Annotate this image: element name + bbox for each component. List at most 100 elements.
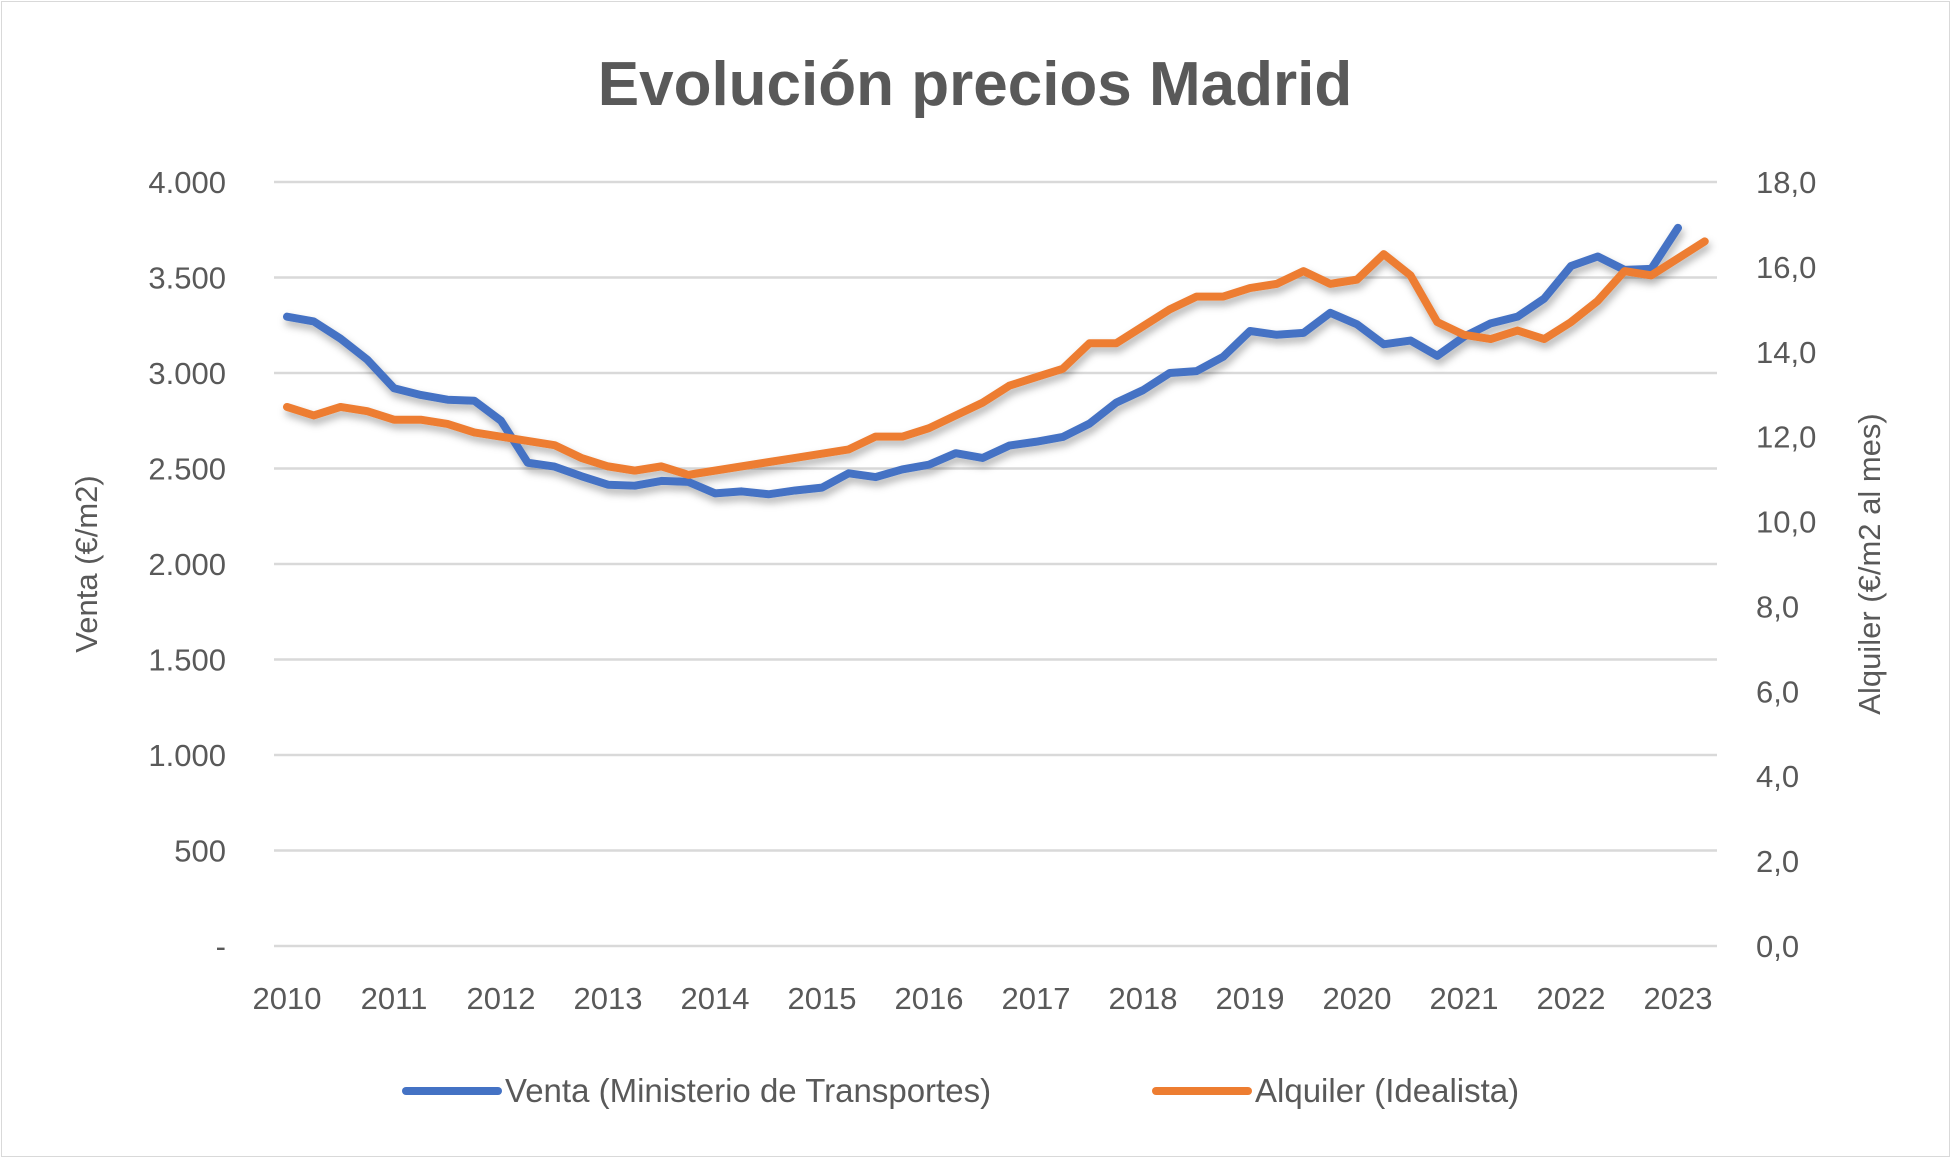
data-point xyxy=(1517,330,1518,332)
data-point xyxy=(393,419,395,421)
data-point xyxy=(366,359,368,361)
data-point xyxy=(1062,436,1064,438)
data-point xyxy=(554,444,555,446)
data-point xyxy=(901,468,903,470)
data-point xyxy=(1677,257,1679,259)
data-point xyxy=(447,423,448,425)
data-point xyxy=(500,420,502,422)
data-point xyxy=(473,431,475,433)
data-point xyxy=(1329,312,1331,314)
data-point xyxy=(607,465,609,467)
data-point xyxy=(1303,332,1304,334)
data-point xyxy=(1196,296,1197,298)
y-right-tick-label: 12,0 xyxy=(1756,420,1816,455)
data-point xyxy=(821,453,823,455)
data-point xyxy=(1543,298,1545,300)
y-left-tick-label: 1.500 xyxy=(148,643,226,678)
data-point xyxy=(1142,389,1144,391)
data-point xyxy=(607,484,609,486)
legend-label-venta: Venta (Ministerio de Transportes) xyxy=(505,1072,991,1109)
data-point xyxy=(1704,240,1706,242)
data-point xyxy=(1115,402,1117,404)
y-left-tick-label: 500 xyxy=(174,834,226,869)
data-point xyxy=(741,465,743,467)
chart-title: Evolución precios Madrid xyxy=(598,50,1352,119)
data-point xyxy=(1196,370,1197,372)
x-tick-label: 2017 xyxy=(1002,981,1071,1016)
data-point xyxy=(768,493,769,495)
data-point xyxy=(1089,342,1090,344)
data-point xyxy=(473,400,475,402)
data-point xyxy=(1008,385,1010,387)
legend: Venta (Ministerio de Transportes) Alquil… xyxy=(402,1072,1519,1109)
y-left-tick-label: 3.000 xyxy=(148,356,226,391)
data-point xyxy=(1169,372,1171,374)
data-point xyxy=(634,485,636,487)
x-tick-label: 2023 xyxy=(1644,981,1713,1016)
data-point xyxy=(1008,445,1010,447)
data-point xyxy=(1276,334,1278,336)
x-tick-label: 2021 xyxy=(1430,981,1499,1016)
data-point xyxy=(634,470,636,472)
data-point xyxy=(928,427,930,429)
data-point xyxy=(714,492,716,494)
data-point xyxy=(1410,340,1411,342)
y-left-tick-label: - xyxy=(216,929,226,964)
data-point xyxy=(1677,227,1679,229)
data-point xyxy=(982,402,983,404)
data-point xyxy=(687,474,689,476)
data-point xyxy=(313,320,315,322)
data-point xyxy=(848,448,850,450)
data-point xyxy=(340,338,341,340)
data-point xyxy=(340,406,341,408)
data-point xyxy=(928,464,930,466)
data-point xyxy=(955,452,957,454)
series-line-0 xyxy=(283,223,1682,499)
data-point xyxy=(848,472,850,474)
data-point xyxy=(687,481,689,483)
x-tick-label: 2012 xyxy=(467,981,536,1016)
legend-label-alquiler: Alquiler (Idealista) xyxy=(1255,1072,1519,1109)
data-point xyxy=(1436,355,1438,357)
data-point xyxy=(1035,441,1037,443)
data-point xyxy=(1276,283,1278,285)
data-point xyxy=(527,440,529,442)
y-axis-left-label: Venta (€/m2) xyxy=(69,475,104,652)
data-point xyxy=(580,475,582,477)
data-point xyxy=(580,457,582,459)
data-point xyxy=(1543,338,1545,340)
data-point xyxy=(714,470,716,472)
x-tick-label: 2014 xyxy=(681,981,750,1016)
data-point xyxy=(1436,321,1438,323)
data-point xyxy=(420,419,422,421)
y-right-tick-label: 10,0 xyxy=(1756,505,1816,540)
data-point xyxy=(1249,287,1251,289)
data-point xyxy=(286,316,288,318)
data-point xyxy=(1142,325,1144,327)
x-tick-label: 2013 xyxy=(574,981,643,1016)
x-tick-label: 2010 xyxy=(253,981,322,1016)
data-point xyxy=(1035,376,1037,378)
y-right-tick-label: 2,0 xyxy=(1756,844,1799,879)
data-point xyxy=(1249,330,1251,332)
x-tick-label: 2015 xyxy=(788,981,857,1016)
data-point xyxy=(393,387,395,389)
data-point xyxy=(1570,321,1572,323)
y-right-tick-label: 0,0 xyxy=(1756,929,1799,964)
y-left-tick-label: 1.000 xyxy=(148,738,226,773)
data-point xyxy=(1383,253,1385,255)
data-point xyxy=(768,461,769,463)
y-right-tick-label: 14,0 xyxy=(1756,335,1816,370)
data-point xyxy=(982,457,983,459)
data-point xyxy=(1597,300,1599,302)
x-tick-label: 2018 xyxy=(1109,981,1178,1016)
data-point xyxy=(1650,268,1652,270)
data-point xyxy=(1650,274,1652,276)
data-point xyxy=(1517,316,1518,318)
x-tick-label: 2020 xyxy=(1323,981,1392,1016)
data-point xyxy=(1624,270,1625,272)
x-tick-label: 2019 xyxy=(1216,981,1285,1016)
data-point xyxy=(1410,274,1411,276)
data-point xyxy=(821,487,823,489)
data-point xyxy=(1303,270,1304,272)
